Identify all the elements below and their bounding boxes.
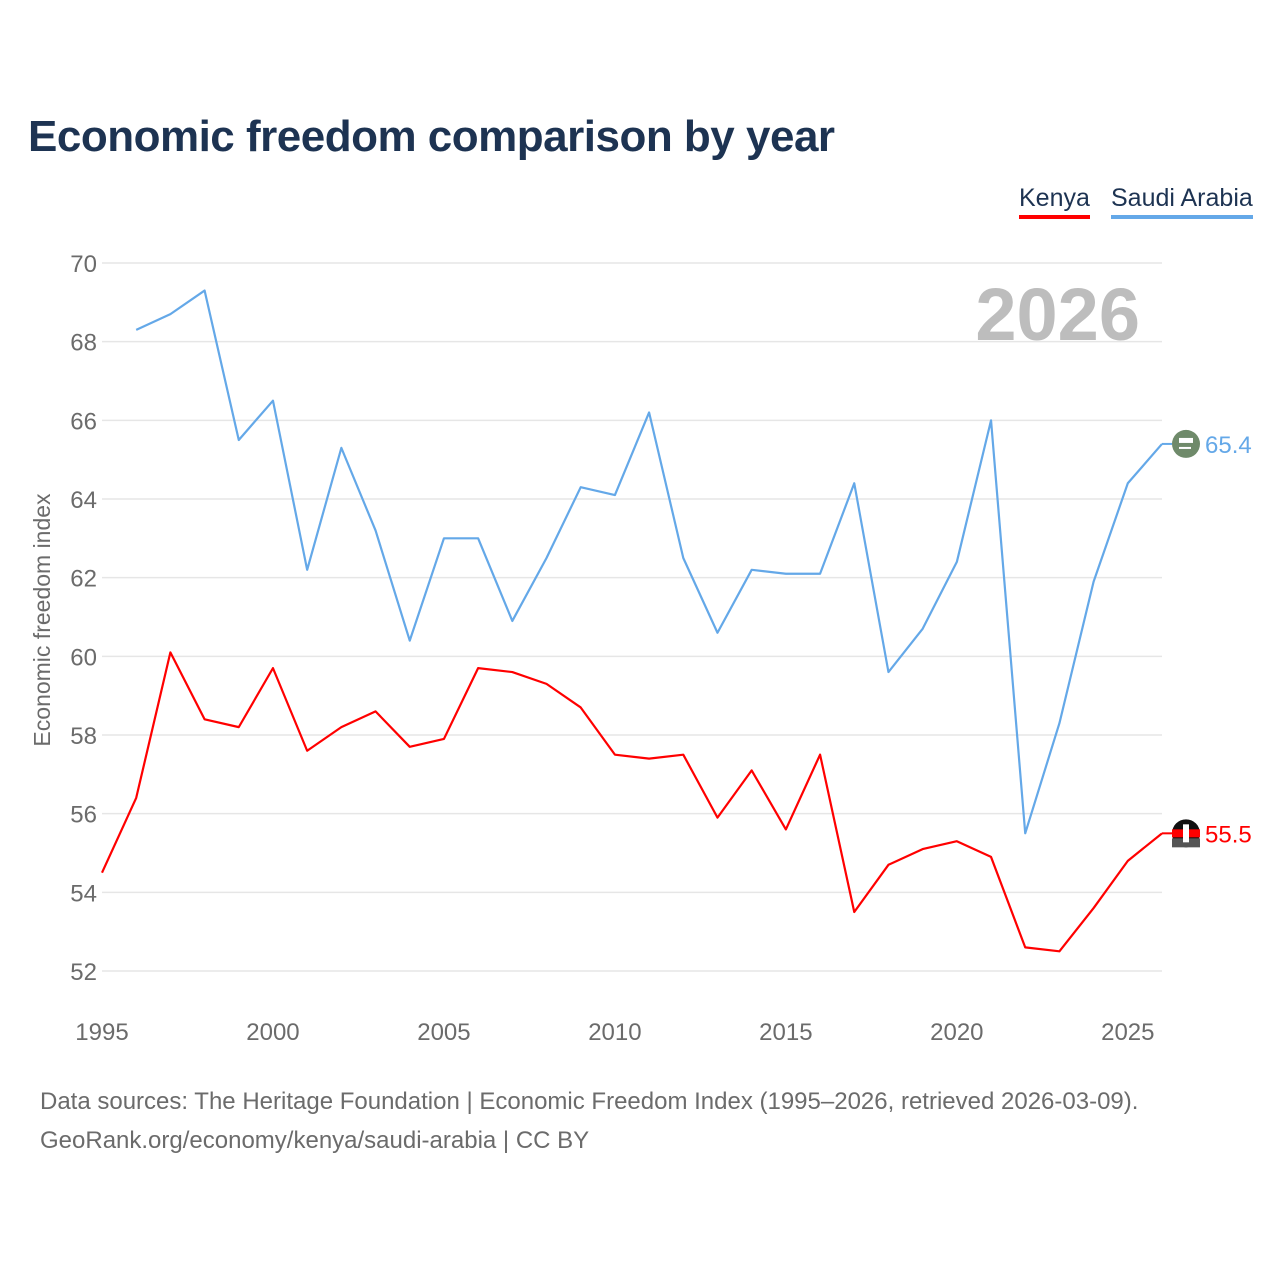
series-line-saudi-arabia: [135, 289, 1163, 835]
y-tick-label: 68: [70, 330, 97, 357]
data-point: [954, 559, 960, 565]
data-point: [749, 767, 755, 773]
data-point: [236, 437, 242, 443]
data-point: [373, 708, 379, 714]
saudi-flag-icon: [1179, 437, 1193, 443]
data-point: [578, 704, 584, 710]
data-point: [1056, 720, 1062, 726]
y-tick-label: 62: [70, 566, 97, 593]
year-watermark: 2026: [975, 273, 1140, 356]
data-point: [407, 638, 413, 644]
data-point: [988, 854, 994, 860]
y-axis-label: Economic freedom index: [29, 493, 55, 747]
data-point: [373, 527, 379, 533]
y-tick-label: 60: [70, 644, 97, 671]
data-point: [714, 815, 720, 821]
data-point: [509, 669, 515, 675]
x-tick-label: 2015: [759, 1019, 812, 1046]
data-point: [202, 288, 208, 294]
kenya-flag-icon: [1172, 838, 1200, 848]
data-point: [783, 571, 789, 577]
data-point: [920, 846, 926, 852]
data-point: [1091, 579, 1097, 585]
data-point: [544, 555, 550, 561]
y-tick-label: 66: [70, 408, 97, 435]
kenya-flag-icon: [1183, 824, 1189, 843]
data-point: [304, 748, 310, 754]
data-point: [988, 417, 994, 423]
data-point: [475, 665, 481, 671]
x-tick-label: 2005: [417, 1019, 470, 1046]
chart-title: Economic freedom comparison by year: [28, 112, 835, 161]
data-point: [646, 409, 652, 415]
data-point: [202, 716, 208, 722]
data-point: [338, 724, 344, 730]
data-point: [338, 445, 344, 451]
end-value-label: 55.5: [1205, 821, 1252, 848]
y-tick-label: 70: [70, 251, 97, 278]
data-point: [612, 752, 618, 758]
y-tick-label: 52: [70, 959, 97, 986]
data-point: [749, 567, 755, 573]
data-point: [612, 492, 618, 498]
data-point: [885, 862, 891, 868]
data-point: [578, 484, 584, 490]
data-point: [441, 736, 447, 742]
x-tick-label: 2025: [1101, 1019, 1154, 1046]
footer-url[interactable]: GeoRank.org/economy/kenya/saudi-arabia |…: [40, 1127, 590, 1154]
legend-kenya[interactable]: Kenya: [1019, 184, 1090, 219]
end-value-label: 65.4: [1205, 432, 1252, 459]
data-point: [441, 535, 447, 541]
data-point: [714, 630, 720, 636]
data-point: [167, 649, 173, 655]
y-tick-label: 58: [70, 723, 97, 750]
data-point: [680, 752, 686, 758]
data-point: [851, 909, 857, 915]
saudi-flag-icon: [1179, 446, 1191, 449]
legend-saudi-arabia[interactable]: Saudi Arabia: [1111, 184, 1253, 219]
data-point: [680, 555, 686, 561]
data-point: [509, 618, 515, 624]
data-point: [646, 756, 652, 762]
data-point: [817, 752, 823, 758]
saudi-flag-icon: [1172, 429, 1200, 458]
data-point: [851, 480, 857, 486]
data-point: [304, 567, 310, 573]
y-tick-label: 64: [70, 487, 97, 514]
data-point: [1091, 905, 1097, 911]
data-point: [920, 626, 926, 632]
data-point: [1022, 944, 1028, 950]
y-tick-label: 54: [70, 880, 97, 907]
data-point: [236, 724, 242, 730]
data-point: [1125, 480, 1131, 486]
data-point: [954, 838, 960, 844]
y-tick-label: 56: [70, 802, 97, 829]
data-point: [407, 744, 413, 750]
data-point: [1056, 948, 1062, 954]
data-point: [1022, 830, 1028, 836]
data-point: [783, 826, 789, 832]
data-point: [133, 327, 139, 333]
data-point: [475, 535, 481, 541]
x-tick-label: 2000: [246, 1019, 299, 1046]
data-point: [133, 795, 139, 801]
x-tick-label: 2020: [930, 1019, 983, 1046]
data-point: [99, 870, 105, 876]
data-point: [817, 571, 823, 577]
x-tick-label: 1995: [75, 1019, 128, 1046]
data-point: [167, 311, 173, 317]
data-point: [270, 398, 276, 404]
data-point: [270, 665, 276, 671]
data-point: [885, 669, 891, 675]
series-line-kenya: [100, 651, 1163, 953]
footer-sources: Data sources: The Heritage Foundation | …: [40, 1088, 1139, 1115]
data-point: [544, 681, 550, 687]
x-tick-label: 2010: [588, 1019, 641, 1046]
data-point: [1125, 858, 1131, 864]
